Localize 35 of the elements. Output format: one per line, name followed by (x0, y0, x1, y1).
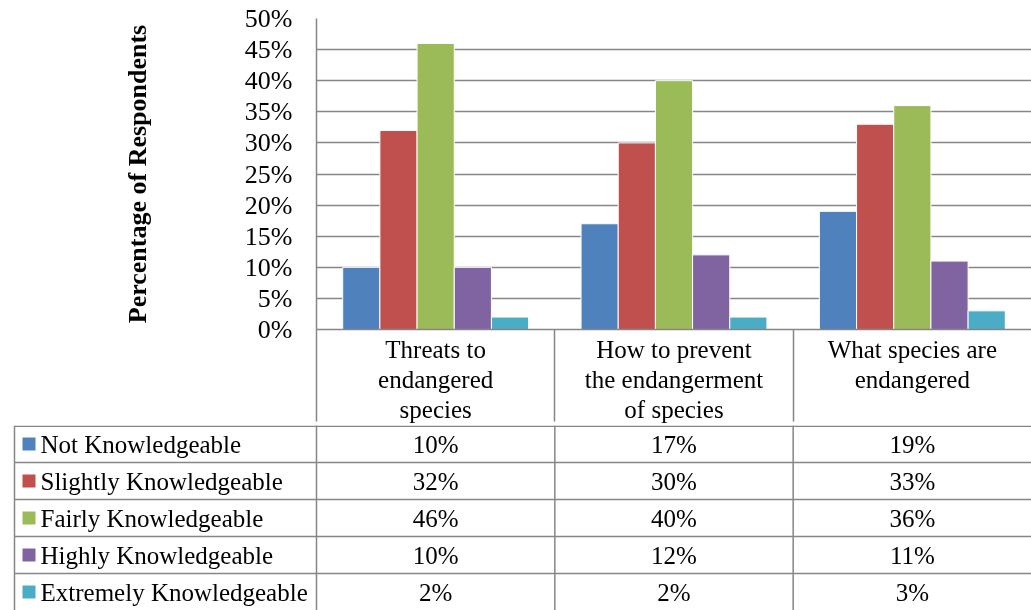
y-tick-label: 45% (244, 35, 293, 65)
data-label: 11% (889, 541, 935, 569)
y-tick-label: 50% (244, 4, 293, 33)
y-tick-label: 35% (244, 97, 293, 127)
data-label: 33% (889, 467, 936, 495)
y-tick-label: 25% (244, 159, 293, 189)
y-tick-label: 15% (244, 221, 293, 251)
legend-label: Fairly Knowledgeable (40, 504, 264, 532)
y-tick-label: 30% (244, 128, 293, 158)
x-tick-label: How to prevent the endangerment of species (584, 335, 764, 423)
data-label: 19% (889, 430, 936, 458)
data-label: 12% (651, 541, 697, 569)
y-tick-label: 10% (244, 252, 293, 282)
y-tick-label: 5% (257, 283, 293, 313)
data-label: 10% (412, 430, 459, 458)
data-label: 2% (419, 578, 453, 606)
data-label: 17% (651, 430, 697, 458)
y-tick-label: 20% (244, 190, 293, 220)
y-axis-title: Percentage of Respondents (122, 24, 152, 324)
data-label: 2% (657, 578, 691, 606)
legend-label: Extremely Knowledgeable (40, 578, 308, 606)
data-label: 32% (412, 467, 459, 495)
data-label: 3% (895, 578, 929, 606)
legend-label: Not Knowledgeable (40, 430, 242, 458)
data-label: 30% (651, 467, 697, 495)
y-tick-label: 0% (257, 315, 293, 344)
data-label: 40% (651, 504, 697, 532)
x-tick-label: What species are endangered (827, 335, 998, 393)
legend-label: Slightly Knowledgeable (40, 467, 283, 495)
data-label: 10% (412, 541, 459, 569)
data-label: 36% (889, 504, 936, 532)
y-tick-label: 40% (244, 66, 293, 96)
x-tick-label: Threats to endangered species (378, 335, 494, 423)
data-label: 46% (412, 504, 459, 532)
legend-label: Highly Knowledgeable (40, 541, 274, 569)
